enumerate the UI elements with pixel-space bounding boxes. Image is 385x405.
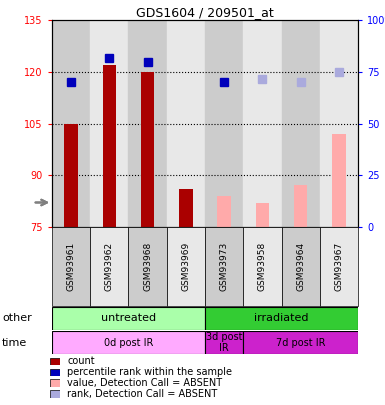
Bar bbox=[90, 20, 129, 227]
Title: GDS1604 / 209501_at: GDS1604 / 209501_at bbox=[136, 6, 274, 19]
Bar bbox=[320, 227, 358, 306]
Text: rank, Detection Call = ABSENT: rank, Detection Call = ABSENT bbox=[67, 389, 218, 399]
Bar bbox=[218, 196, 231, 227]
Bar bbox=[141, 72, 154, 227]
Text: 0d post IR: 0d post IR bbox=[104, 338, 153, 347]
Bar bbox=[205, 307, 358, 330]
Bar bbox=[243, 227, 281, 306]
Text: value, Detection Call = ABSENT: value, Detection Call = ABSENT bbox=[67, 378, 223, 388]
Bar bbox=[52, 331, 205, 354]
Text: GSM93962: GSM93962 bbox=[105, 242, 114, 291]
Bar bbox=[129, 20, 167, 227]
Text: untreated: untreated bbox=[101, 313, 156, 323]
Text: percentile rank within the sample: percentile rank within the sample bbox=[67, 367, 233, 377]
Bar bbox=[205, 20, 243, 227]
Text: GSM93964: GSM93964 bbox=[296, 242, 305, 291]
Text: 7d post IR: 7d post IR bbox=[276, 338, 325, 347]
Bar bbox=[52, 227, 90, 306]
Bar bbox=[243, 331, 358, 354]
Bar bbox=[205, 331, 243, 354]
Text: GSM93973: GSM93973 bbox=[219, 242, 229, 291]
Bar bbox=[64, 124, 78, 227]
Bar bbox=[205, 227, 243, 306]
Text: GSM93961: GSM93961 bbox=[67, 242, 75, 291]
Text: other: other bbox=[2, 313, 32, 323]
Text: GSM93968: GSM93968 bbox=[143, 242, 152, 291]
Bar bbox=[129, 227, 167, 306]
Text: count: count bbox=[67, 356, 95, 366]
Text: irradiated: irradiated bbox=[254, 313, 309, 323]
Text: GSM93969: GSM93969 bbox=[181, 242, 191, 291]
Bar bbox=[103, 65, 116, 227]
Bar bbox=[52, 307, 205, 330]
Bar bbox=[52, 20, 90, 227]
Text: 3d post
IR: 3d post IR bbox=[206, 332, 243, 354]
Bar bbox=[167, 227, 205, 306]
Bar bbox=[90, 227, 129, 306]
Bar bbox=[179, 189, 192, 227]
Bar bbox=[320, 20, 358, 227]
Bar bbox=[294, 185, 307, 227]
Bar bbox=[281, 20, 320, 227]
Text: GSM93958: GSM93958 bbox=[258, 242, 267, 291]
Text: GSM93967: GSM93967 bbox=[335, 242, 343, 291]
Text: time: time bbox=[2, 338, 27, 347]
Bar bbox=[256, 203, 269, 227]
Bar bbox=[167, 20, 205, 227]
Bar bbox=[281, 227, 320, 306]
Bar bbox=[332, 134, 346, 227]
Bar bbox=[243, 20, 281, 227]
